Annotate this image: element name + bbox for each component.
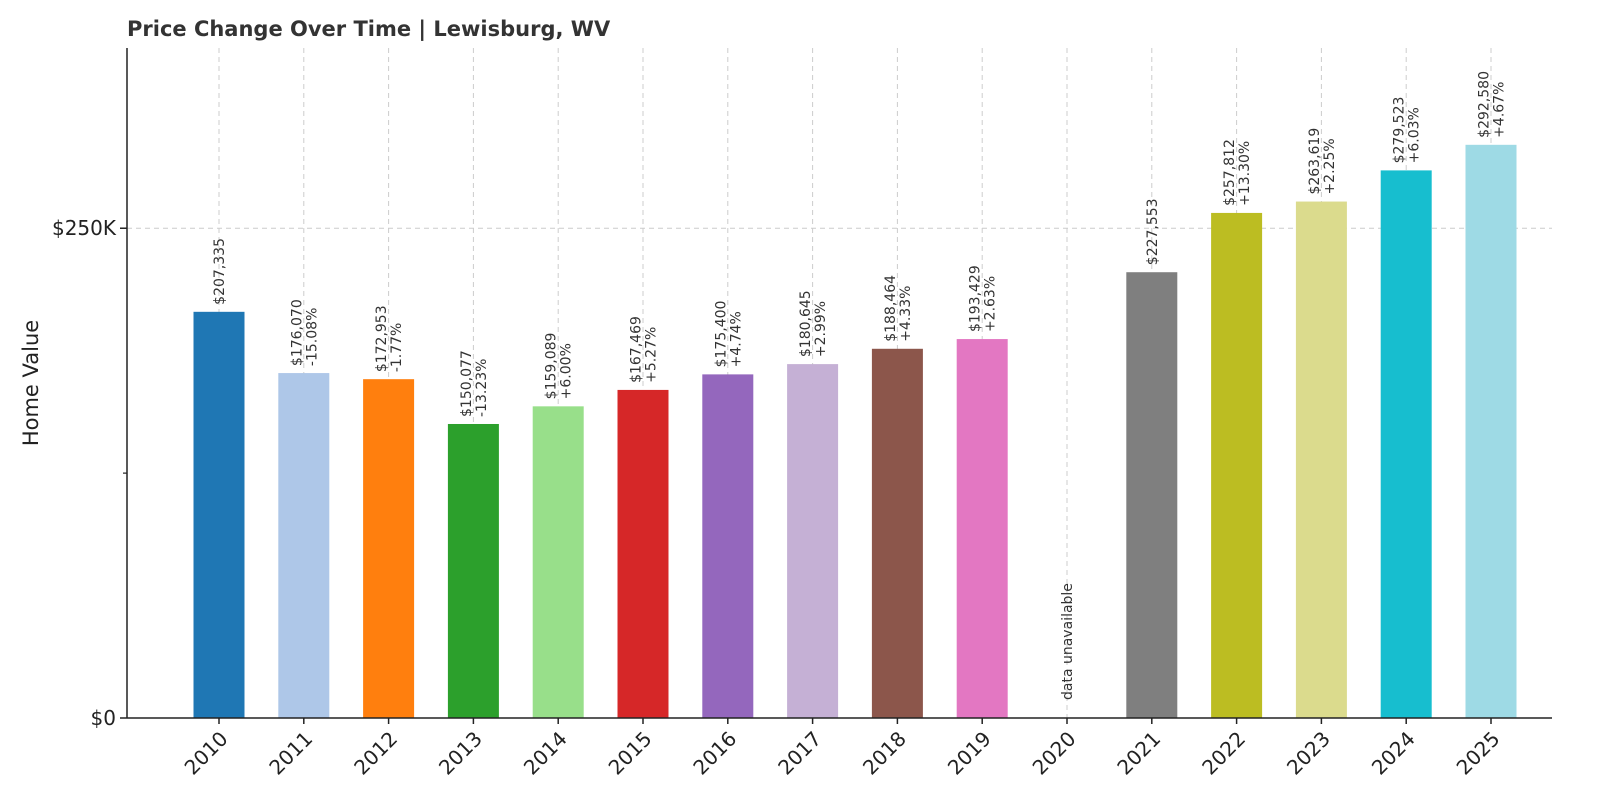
data-label-2024: $279,523 +6.03% bbox=[1392, 97, 1423, 164]
x-tick-label: 2020 bbox=[1028, 727, 1081, 780]
value-label: $257,812 bbox=[1222, 139, 1238, 206]
x-tick-label: 2024 bbox=[1367, 727, 1420, 780]
change-label: +4.74% bbox=[728, 311, 744, 367]
data-label-2020: data unavailable bbox=[1060, 583, 1076, 700]
value-label: $188,464 bbox=[883, 275, 899, 342]
x-tick-label: 2023 bbox=[1282, 727, 1335, 780]
bar-2022 bbox=[1211, 212, 1263, 719]
change-label: +2.99% bbox=[813, 301, 829, 357]
value-label: $227,553 bbox=[1145, 198, 1161, 265]
x-tick-label: 2016 bbox=[688, 727, 741, 780]
change-label: +2.63% bbox=[983, 276, 999, 332]
value-label: $279,523 bbox=[1392, 97, 1408, 164]
bar-2023 bbox=[1295, 201, 1347, 719]
data-label-2011: $176,070 -15.08% bbox=[289, 299, 320, 366]
x-tick-label: 2015 bbox=[604, 727, 657, 780]
change-label: +2.25% bbox=[1322, 138, 1338, 194]
value-label: $176,070 bbox=[289, 299, 305, 366]
value-label: $159,089 bbox=[544, 333, 560, 400]
bar-2014 bbox=[532, 406, 584, 718]
value-label: data unavailable bbox=[1060, 583, 1076, 700]
axes bbox=[126, 48, 1552, 719]
x-tick-label: 2019 bbox=[943, 727, 996, 780]
data-label-2021: $227,553 bbox=[1145, 198, 1161, 265]
x-tick-label: 2012 bbox=[349, 727, 402, 780]
bar-2025 bbox=[1465, 144, 1517, 718]
x-tick-label: 2021 bbox=[1112, 727, 1165, 780]
data-label-2015: $167,469 +5.27% bbox=[629, 316, 660, 383]
x-tick-label: 2010 bbox=[180, 727, 233, 780]
change-label: +5.27% bbox=[644, 327, 660, 383]
data-label-2023: $263,619 +2.25% bbox=[1307, 128, 1338, 195]
data-label-2025: $292,580 +4.67% bbox=[1477, 71, 1508, 138]
bar-2012 bbox=[363, 379, 415, 718]
change-label: +4.67% bbox=[1492, 82, 1508, 138]
bar-2024 bbox=[1380, 170, 1432, 718]
bar-2017 bbox=[787, 364, 839, 718]
y-tick-label: $0 bbox=[91, 706, 116, 730]
y-tick-label: $250K bbox=[52, 216, 117, 240]
x-tick-label: 2022 bbox=[1197, 727, 1250, 780]
change-label: -13.23% bbox=[474, 359, 490, 417]
bar-2021 bbox=[1126, 272, 1178, 718]
data-label-2014: $159,089 +6.00% bbox=[544, 333, 575, 400]
value-label: $193,429 bbox=[968, 265, 984, 332]
change-label: -15.08% bbox=[304, 308, 320, 366]
change-label: +13.30% bbox=[1237, 141, 1253, 206]
value-label: $180,645 bbox=[798, 290, 814, 357]
value-label: $207,335 bbox=[212, 238, 228, 305]
value-label: $172,953 bbox=[374, 305, 390, 372]
data-label-2012: $172,953 -1.77% bbox=[374, 305, 405, 372]
value-label: $167,469 bbox=[629, 316, 645, 383]
x-tick-label: 2025 bbox=[1452, 727, 1505, 780]
data-label-2018: $188,464 +4.33% bbox=[883, 275, 914, 342]
change-label: -1.77% bbox=[389, 323, 405, 373]
bar-2010 bbox=[193, 311, 245, 718]
change-label: +6.03% bbox=[1407, 107, 1423, 163]
bar-2018 bbox=[871, 348, 923, 718]
bars bbox=[193, 144, 1517, 719]
x-ticks: 2010 2011 2012 2013 2014 2015 2016 2017 2018 2019… bbox=[180, 718, 1505, 780]
bar-2011 bbox=[278, 373, 330, 718]
change-label: +4.33% bbox=[898, 286, 914, 342]
change-label: +6.00% bbox=[559, 343, 575, 399]
value-label: $263,619 bbox=[1307, 128, 1323, 195]
y-ticks: $0 $250K bbox=[52, 216, 127, 730]
data-label-2010: $207,335 bbox=[212, 238, 228, 305]
data-labels: $207,335 $176,070 -15.08% $172,953 -1.77% $15… bbox=[212, 71, 1508, 700]
y-axis-label: Home Value bbox=[19, 320, 43, 446]
value-label: $150,077 bbox=[459, 350, 475, 417]
chart-title: Price Change Over Time | Lewisburg, WV bbox=[127, 17, 611, 42]
bar-2013 bbox=[447, 423, 499, 718]
value-label: $175,400 bbox=[713, 301, 729, 368]
data-label-2013: $150,077 -13.23% bbox=[459, 350, 490, 417]
data-label-2022: $257,812 +13.30% bbox=[1222, 139, 1253, 206]
data-label-2016: $175,400 +4.74% bbox=[713, 301, 744, 368]
data-label-2019: $193,429 +2.63% bbox=[968, 265, 999, 332]
x-tick-label: 2014 bbox=[519, 727, 572, 780]
x-tick-label: 2018 bbox=[858, 727, 911, 780]
x-tick-label: 2013 bbox=[434, 727, 487, 780]
bar-2019 bbox=[956, 339, 1008, 718]
bar-2015 bbox=[617, 389, 669, 718]
x-tick-label: 2017 bbox=[773, 727, 826, 780]
x-tick-label: 2011 bbox=[264, 727, 317, 780]
bar-2016 bbox=[702, 374, 754, 718]
data-label-2017: $180,645 +2.99% bbox=[798, 290, 829, 357]
value-label: $292,580 bbox=[1477, 71, 1493, 138]
